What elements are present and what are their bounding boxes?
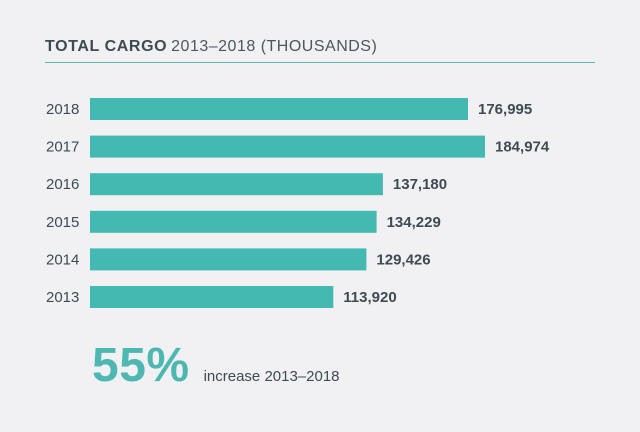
bar-2016 — [90, 173, 383, 196]
bar-2015 — [90, 210, 377, 233]
chart-title: TOTAL CARGO 2013–2018 (THOUSANDS) — [45, 38, 595, 63]
chart-title-rest: 2013–2018 (THOUSANDS) — [171, 38, 378, 55]
bar-chart: 2018 176,995 2017 184,974 2016 137,180 2015 134… — [46, 98, 550, 308]
summary-percentage: 55% — [92, 339, 190, 392]
year-label-2015: 2015 — [46, 214, 79, 231]
chart-title-bold: TOTAL CARGO — [45, 38, 168, 55]
year-label-2013: 2013 — [46, 289, 79, 306]
value-label-2016: 137,180 — [393, 176, 447, 193]
value-label-2018: 176,995 — [478, 101, 532, 118]
value-label-2015: 134,229 — [387, 214, 441, 231]
summary-caption: increase 2013–2018 — [203, 368, 340, 385]
year-label-2017: 2017 — [46, 139, 79, 156]
summary-stat: 55% increase 2013–2018 — [92, 338, 340, 393]
bar-2018 — [90, 98, 468, 120]
year-label-2016: 2016 — [46, 176, 79, 193]
value-label-2017: 184,974 — [495, 139, 550, 156]
value-label-2014: 129,426 — [376, 251, 430, 268]
bar-2013 — [90, 286, 334, 308]
year-label-2018: 2018 — [46, 101, 79, 118]
bar-2017 — [90, 135, 485, 158]
value-label-2013: 113,920 — [343, 289, 396, 306]
bar-2014 — [90, 248, 367, 271]
year-label-2014: 2014 — [46, 251, 79, 268]
